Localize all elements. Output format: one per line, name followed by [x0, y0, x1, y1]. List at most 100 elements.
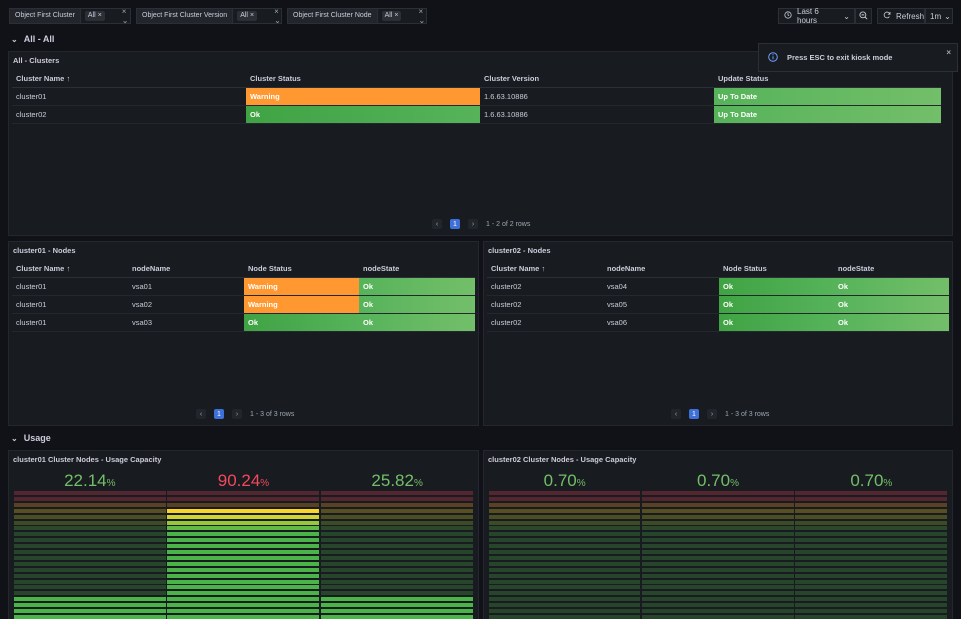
gauge-segment — [641, 614, 794, 619]
gauge-number: 22.14 — [64, 471, 107, 490]
variable-select[interactable]: All × × ⌄ — [378, 7, 430, 25]
next-page-button[interactable]: › — [468, 219, 478, 229]
gauge-segment — [795, 591, 947, 596]
gauge-segment — [167, 585, 320, 590]
status-cell: Ok — [834, 277, 949, 296]
column-header[interactable]: Node Status — [719, 261, 834, 278]
column-header[interactable]: Cluster Status — [246, 71, 480, 88]
status-cell: Ok — [719, 313, 834, 332]
pagination: ‹ 1 › 1 - 3 of 3 rows — [671, 409, 769, 419]
gauge-segment — [488, 502, 641, 507]
gauge-segment — [13, 491, 166, 495]
next-page-button[interactable]: › — [707, 409, 717, 419]
selected-chip[interactable]: All × — [381, 11, 402, 21]
nodes-table: Cluster Name ↑ nodeName Node Status node… — [487, 261, 949, 332]
column-header[interactable]: nodeName — [603, 261, 719, 278]
gauge-segment — [795, 508, 947, 513]
column-header[interactable]: Update Status — [714, 71, 945, 88]
table-row: cluster01 Warning 1.6.63.10886 Up To Dat… — [12, 87, 949, 106]
prev-page-button[interactable]: ‹ — [671, 409, 681, 419]
table-row: cluster02 vsa06 Ok Ok — [487, 313, 949, 332]
gauge-segment — [13, 532, 166, 537]
gauge-segment — [13, 609, 166, 613]
variable-label: Object First Cluster Version — [137, 9, 234, 23]
close-icon[interactable]: × — [946, 48, 951, 57]
column-header[interactable]: Cluster Name ↑ — [487, 261, 603, 278]
page-number[interactable]: 1 — [689, 409, 699, 419]
gauge-segment — [320, 532, 473, 537]
column-header[interactable]: Cluster Name ↑ — [12, 261, 128, 278]
chip-label: All — [240, 12, 248, 19]
panel-title: cluster02 Cluster Nodes - Usage Capacity — [488, 455, 637, 464]
gauge-segment — [641, 573, 794, 578]
cell: 1.6.63.10886 — [480, 105, 714, 124]
gauge-segment — [167, 567, 320, 572]
refresh-icon — [883, 11, 891, 21]
column-header[interactable]: nodeName — [128, 261, 244, 278]
gauge-bar — [641, 491, 794, 619]
table-header-row: Cluster Name ↑ Cluster Status Cluster Ve… — [12, 71, 945, 88]
prev-page-button[interactable]: ‹ — [196, 409, 206, 419]
clear-icon[interactable]: × ⌄ — [121, 7, 129, 25]
gauge-segment — [167, 597, 320, 602]
gauge-segment — [167, 579, 320, 584]
column-header[interactable]: Node Status — [244, 261, 359, 278]
remove-icon[interactable]: × — [97, 12, 102, 19]
variable-select[interactable]: All × × ⌄ — [233, 7, 285, 25]
refresh-interval-select[interactable]: 1m ⌄ — [925, 8, 953, 24]
gauge-segment — [795, 555, 947, 560]
column-header[interactable]: Cluster Version — [480, 71, 714, 88]
gauge-segment — [795, 603, 947, 608]
selected-chip[interactable]: All × — [84, 11, 105, 21]
gauge-segment — [641, 491, 794, 495]
remove-icon[interactable]: × — [394, 12, 399, 19]
gauge-segment — [641, 550, 794, 554]
zoom-out-icon — [859, 10, 868, 22]
gauge-segment — [320, 544, 473, 549]
refresh-button[interactable]: Refresh — [877, 8, 925, 24]
gauge-segment — [320, 603, 473, 608]
cell: cluster01 — [12, 87, 246, 106]
gauge-segment — [795, 491, 947, 495]
gauge-segment — [795, 597, 947, 602]
gauge-segment — [795, 609, 947, 613]
gauge-segment — [488, 591, 641, 596]
gauge-segment — [795, 579, 947, 584]
page-number[interactable]: 1 — [214, 409, 224, 419]
gauge-bar — [13, 491, 166, 619]
gauge-segment — [167, 520, 320, 525]
next-page-button[interactable]: › — [232, 409, 242, 419]
row-header-usage[interactable]: ⌄ Usage — [11, 433, 51, 443]
cell: vsa02 — [128, 295, 244, 314]
panel-title: cluster01 - Nodes — [13, 246, 76, 255]
column-header[interactable]: nodeState — [359, 261, 475, 278]
selected-chip[interactable]: All × — [237, 11, 258, 21]
remove-icon[interactable]: × — [249, 12, 255, 19]
gauge-segment — [488, 544, 641, 549]
chip-label: All — [384, 12, 393, 19]
rows-summary: 1 - 2 of 2 rows — [486, 220, 531, 228]
column-header[interactable]: Cluster Name ↑ — [12, 71, 246, 88]
column-header[interactable]: nodeState — [834, 261, 949, 278]
cell: vsa03 — [128, 313, 244, 332]
prev-page-button[interactable]: ‹ — [432, 219, 442, 229]
gauge-segment — [641, 520, 794, 525]
gauge-number: 25.82 — [371, 471, 414, 490]
zoom-out-button[interactable] — [855, 8, 872, 24]
gauge-segment — [13, 603, 166, 608]
status-cell: Ok — [359, 277, 475, 296]
variable-select[interactable]: All × × ⌄ — [81, 7, 133, 25]
time-picker-button[interactable]: Last 6 hours ⌄ — [778, 7, 855, 25]
row-header-all[interactable]: ⌄ All - All — [11, 34, 54, 44]
clear-icon[interactable]: × ⌄ — [418, 7, 426, 25]
page-number[interactable]: 1 — [450, 219, 460, 229]
gauge-segment — [320, 591, 473, 596]
clear-icon[interactable]: × ⌄ — [274, 7, 281, 25]
gauge-segment — [13, 514, 166, 519]
gauge-segment — [320, 609, 473, 613]
gauge-segment — [320, 538, 473, 543]
gauge-segment — [641, 555, 794, 560]
gauge-segment — [167, 514, 320, 519]
gauge-segment — [320, 561, 473, 566]
gauge-number: 0.70 — [696, 471, 731, 490]
